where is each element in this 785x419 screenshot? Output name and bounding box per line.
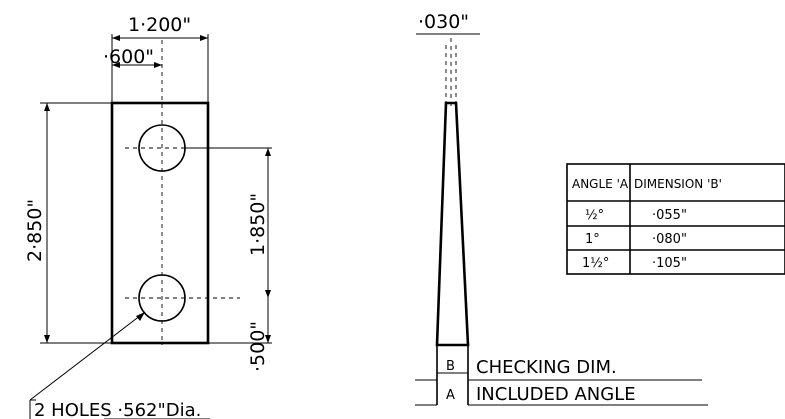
overall-length-label: 2·850": [24, 199, 46, 262]
hole-centers-label: 1·850": [247, 193, 269, 256]
dim-hole-spacing: ·600": [103, 46, 162, 68]
thickness-label: ·030": [418, 11, 469, 33]
legend-a-letter: A: [446, 388, 455, 403]
taper-outline: [435, 101, 470, 347]
holes-callout: 2 HOLES ·562"Dia.: [29, 311, 210, 419]
dim-hole-centers: 1·850": [185, 147, 272, 298]
legend: B CHECKING DIM. A INCLUDED ANGLE: [415, 357, 708, 406]
legend-b-text: CHECKING DIM.: [476, 357, 617, 378]
dim-overall-length: 2·850": [24, 102, 112, 344]
legend-b-letter: B: [446, 359, 455, 374]
hole-from-end-label: ·500": [247, 321, 269, 372]
front-view: [110, 40, 240, 345]
table-header-dimension: DIMENSION 'B': [634, 177, 722, 191]
dim-hole-from-end: ·500": [208, 298, 272, 372]
table-header-angle: ANGLE 'A': [572, 177, 631, 191]
side-view: [435, 38, 470, 405]
table-row-1-angle: ½°: [585, 208, 604, 223]
holes-note: 2 HOLES ·562"Dia.: [34, 400, 201, 419]
dim-thickness: ·030": [416, 11, 480, 35]
table-row-3-angle: 1½°: [582, 256, 609, 271]
table-row-2-dimension: ·080": [652, 232, 687, 247]
dim-overall-width: 1·200": [111, 14, 209, 103]
hole-spacing-label: ·600": [103, 46, 154, 68]
overall-width-label: 1·200": [128, 14, 191, 36]
table-row-1-dimension: ·055": [652, 208, 687, 223]
angle-table: ANGLE 'A' DIMENSION 'B' ½° ·055" 1° ·080…: [566, 163, 785, 275]
table-row-2-angle: 1°: [585, 232, 600, 247]
legend-a-text: INCLUDED ANGLE: [476, 384, 636, 405]
table-row-3-dimension: ·105": [652, 256, 687, 271]
plate-outline: [110, 101, 210, 345]
